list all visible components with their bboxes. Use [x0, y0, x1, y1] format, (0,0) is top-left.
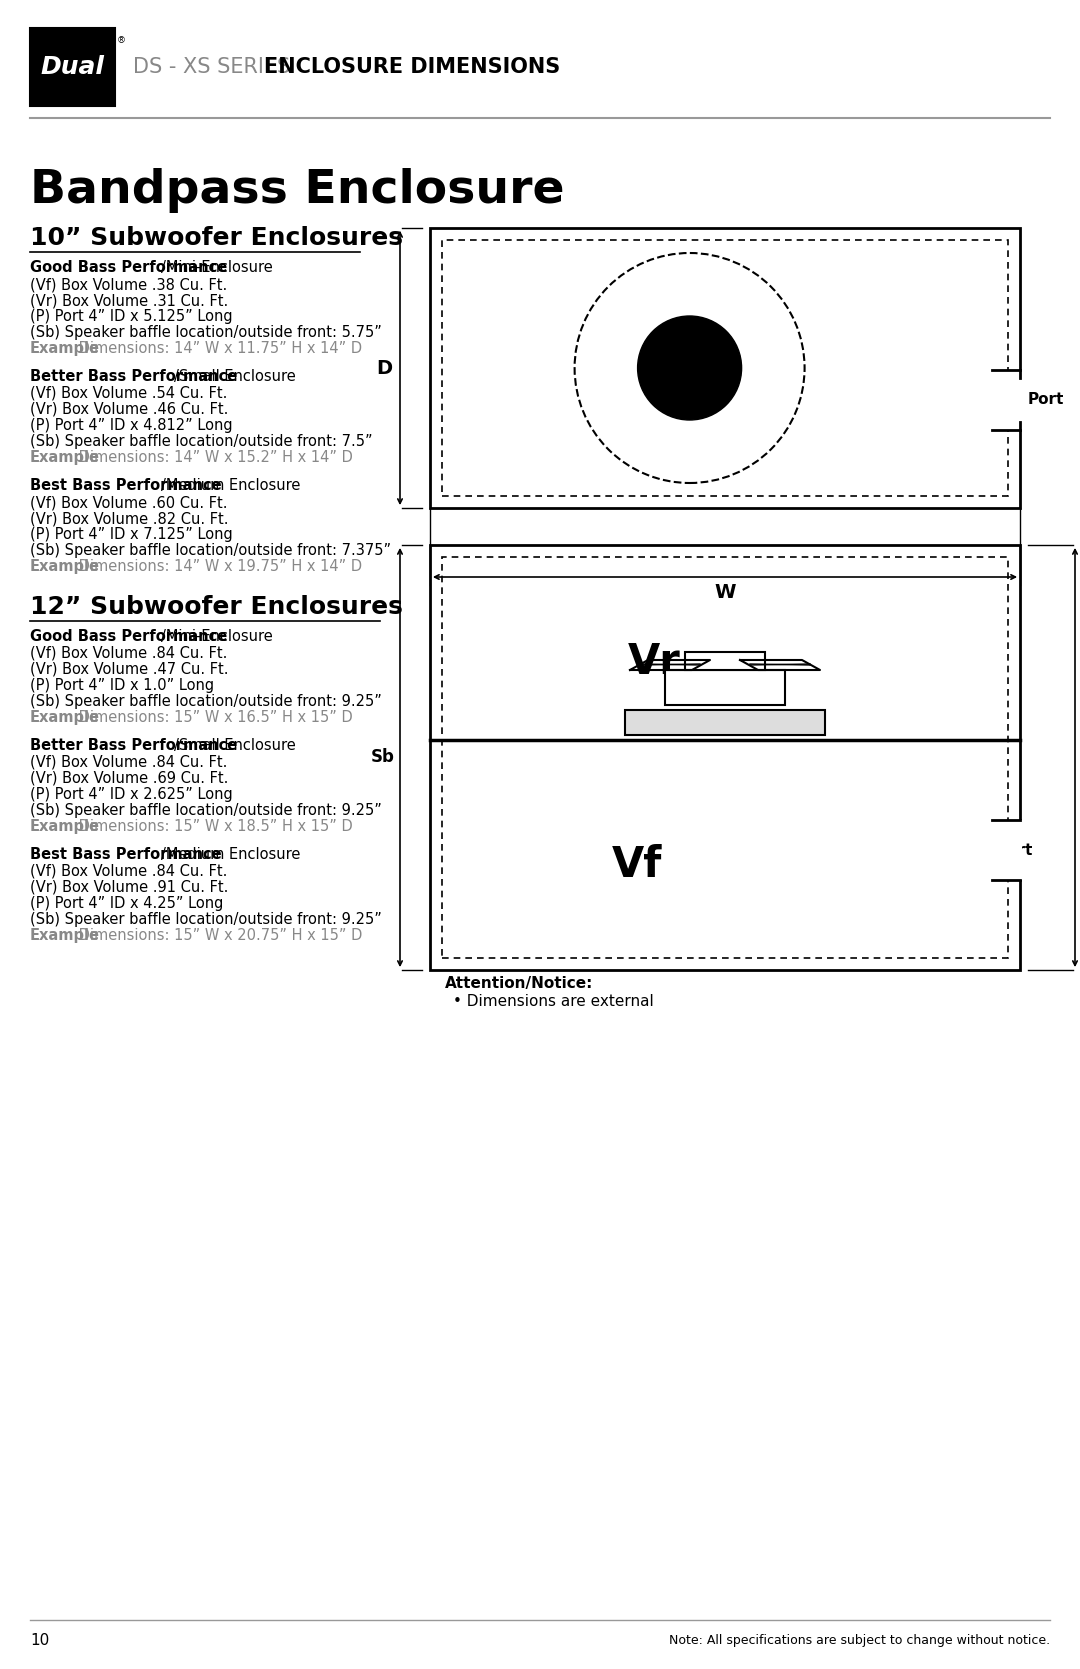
Text: (Vf) Box Volume .54 Cu. Ft.: (Vf) Box Volume .54 Cu. Ft. — [30, 386, 228, 401]
Text: Best Bass Performance: Best Bass Performance — [30, 846, 221, 861]
Text: W: W — [714, 584, 735, 603]
Bar — [430, 229, 1020, 507]
Text: (Vr) Box Volume .82 Cu. Ft.: (Vr) Box Volume .82 Cu. Ft. — [30, 511, 229, 526]
Text: Dimensions: 14” W x 19.75” H x 14” D: Dimensions: 14” W x 19.75” H x 14” D — [73, 559, 362, 574]
Text: (Vr) Box Volume .47 Cu. Ft.: (Vr) Box Volume .47 Cu. Ft. — [30, 663, 229, 678]
Text: Note: All specifications are subject to change without notice.: Note: All specifications are subject to … — [669, 1634, 1050, 1647]
Text: DS - XS SERIES: DS - XS SERIES — [133, 57, 297, 77]
Text: Sb: Sb — [372, 748, 395, 766]
Bar — [685, 653, 765, 669]
Text: ®: ® — [117, 37, 126, 45]
Text: 10: 10 — [30, 1632, 50, 1647]
Text: Example: Example — [30, 928, 100, 943]
Bar — [993, 371, 1022, 431]
Text: (Sb) Speaker baffle location/outside front: 9.25”: (Sb) Speaker baffle location/outside fro… — [30, 694, 382, 709]
Text: (Vf) Box Volume .84 Cu. Ft.: (Vf) Box Volume .84 Cu. Ft. — [30, 865, 228, 880]
Text: (P) Port 4” ID x 1.0” Long: (P) Port 4” ID x 1.0” Long — [30, 678, 214, 693]
Text: (P) Port 4” ID x 4.25” Long: (P) Port 4” ID x 4.25” Long — [30, 896, 224, 911]
Text: Port: Port — [997, 843, 1034, 858]
Text: Better Bass Performance: Better Bass Performance — [30, 369, 238, 384]
Text: Good Bass Performance: Good Bass Performance — [30, 260, 227, 275]
Bar — [442, 557, 1008, 958]
Text: (Vr) Box Volume .91 Cu. Ft.: (Vr) Box Volume .91 Cu. Ft. — [30, 880, 228, 895]
Text: Dimensions: 15” W x 16.5” H x 15” D: Dimensions: 15” W x 16.5” H x 15” D — [73, 709, 352, 724]
Text: Dimensions: 14” W x 11.75” H x 14” D: Dimensions: 14” W x 11.75” H x 14” D — [73, 340, 362, 355]
Text: (Vf) Box Volume .84 Cu. Ft.: (Vf) Box Volume .84 Cu. Ft. — [30, 646, 228, 661]
Text: Example: Example — [30, 340, 100, 355]
Text: Dimensions: 14” W x 15.2” H x 14” D: Dimensions: 14” W x 15.2” H x 14” D — [73, 451, 352, 466]
Text: Better Bass Performance: Better Bass Performance — [30, 738, 238, 753]
Text: Bandpass Enclosure: Bandpass Enclosure — [30, 169, 565, 214]
Text: (Sb) Speaker baffle location/outside front: 7.5”: (Sb) Speaker baffle location/outside fro… — [30, 434, 373, 449]
Text: Vr: Vr — [627, 641, 680, 684]
Text: 10” Subwoofer Enclosures: 10” Subwoofer Enclosures — [30, 225, 403, 250]
Text: (Vr) Box Volume .46 Cu. Ft.: (Vr) Box Volume .46 Cu. Ft. — [30, 402, 228, 417]
Text: (Vr) Box Volume .31 Cu. Ft.: (Vr) Box Volume .31 Cu. Ft. — [30, 294, 228, 309]
Text: Example: Example — [30, 819, 100, 834]
Text: 12” Subwoofer Enclosures: 12” Subwoofer Enclosures — [30, 596, 403, 619]
Text: (Vf) Box Volume .38 Cu. Ft.: (Vf) Box Volume .38 Cu. Ft. — [30, 277, 227, 292]
Text: Vf: Vf — [611, 845, 662, 886]
Text: (Sb) Speaker baffle location/outside front: 9.25”: (Sb) Speaker baffle location/outside fro… — [30, 803, 382, 818]
Text: (Vf) Box Volume .84 Cu. Ft.: (Vf) Box Volume .84 Cu. Ft. — [30, 754, 228, 769]
Text: (Vr) Box Volume .69 Cu. Ft.: (Vr) Box Volume .69 Cu. Ft. — [30, 771, 228, 786]
Text: (P) Port 4” ID x 7.125” Long: (P) Port 4” ID x 7.125” Long — [30, 527, 233, 542]
Text: (Sb) Speaker baffle location/outside front: 5.75”: (Sb) Speaker baffle location/outside fro… — [30, 325, 382, 340]
Text: /Mini-Enclosure: /Mini-Enclosure — [161, 629, 273, 644]
Text: Dimensions: 15” W x 18.5” H x 15” D: Dimensions: 15” W x 18.5” H x 15” D — [73, 819, 352, 834]
Text: Best Bass Performance: Best Bass Performance — [30, 477, 221, 492]
Text: (P) Port 4” ID x 5.125” Long: (P) Port 4” ID x 5.125” Long — [30, 309, 232, 324]
Bar — [430, 546, 1020, 970]
Text: /Small Enclosure: /Small Enclosure — [174, 369, 296, 384]
Bar — [442, 240, 1008, 496]
Text: D: D — [376, 359, 392, 377]
Text: Attention/Notice:: Attention/Notice: — [445, 976, 593, 991]
Text: /Small Enclosure: /Small Enclosure — [174, 738, 296, 753]
Text: Example: Example — [30, 559, 100, 574]
Bar — [665, 669, 785, 704]
Text: /Mini-Enclosure: /Mini-Enclosure — [161, 260, 273, 275]
Bar — [625, 709, 825, 734]
Text: (Sb) Speaker baffle location/outside front: 9.25”: (Sb) Speaker baffle location/outside fro… — [30, 911, 382, 926]
Text: Example: Example — [30, 709, 100, 724]
Text: Port: Port — [1028, 392, 1065, 407]
Text: (P) Port 4” ID x 4.812” Long: (P) Port 4” ID x 4.812” Long — [30, 417, 232, 432]
Text: Good Bass Performance: Good Bass Performance — [30, 629, 227, 644]
Text: /Medium Enclosure: /Medium Enclosure — [161, 846, 300, 861]
Text: • Dimensions are external: • Dimensions are external — [453, 995, 653, 1010]
Text: /Medium Enclosure: /Medium Enclosure — [161, 477, 300, 492]
Text: Dual: Dual — [41, 55, 105, 78]
Bar — [30, 28, 114, 107]
Text: (Vf) Box Volume .60 Cu. Ft.: (Vf) Box Volume .60 Cu. Ft. — [30, 496, 228, 511]
Bar — [993, 821, 1022, 881]
Text: ENCLOSURE DIMENSIONS: ENCLOSURE DIMENSIONS — [264, 57, 559, 77]
Circle shape — [637, 315, 742, 421]
Text: Example: Example — [30, 451, 100, 466]
Text: (P) Port 4” ID x 2.625” Long: (P) Port 4” ID x 2.625” Long — [30, 788, 233, 803]
Text: Dimensions: 15” W x 20.75” H x 15” D: Dimensions: 15” W x 20.75” H x 15” D — [73, 928, 362, 943]
Text: (Sb) Speaker baffle location/outside front: 7.375”: (Sb) Speaker baffle location/outside fro… — [30, 542, 391, 557]
